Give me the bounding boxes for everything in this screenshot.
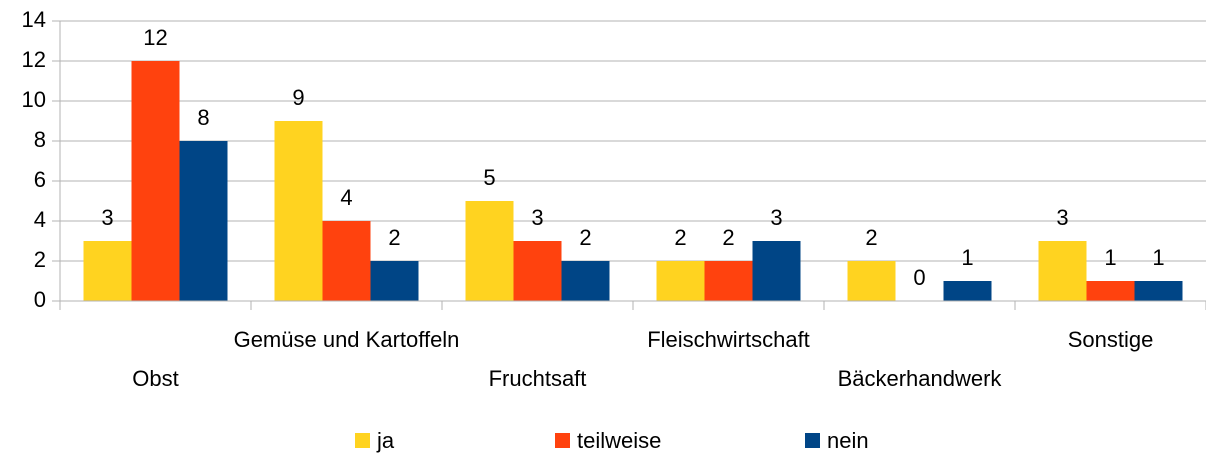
bar (465, 201, 514, 301)
bar (131, 61, 180, 301)
value-label: 2 (388, 225, 400, 250)
x-tick-label: Bäckerhandwerk (838, 366, 1003, 391)
y-tick-label: 10 (22, 87, 46, 112)
bar (943, 281, 992, 301)
x-tick-label: Gemüse und Kartoffeln (234, 327, 460, 352)
bar (1086, 281, 1135, 301)
bar (1134, 281, 1183, 301)
bar (561, 261, 610, 301)
bar (370, 261, 419, 301)
x-tick-label: Fruchtsaft (489, 366, 587, 391)
y-tick-label: 6 (34, 167, 46, 192)
legend-label: nein (827, 428, 869, 453)
x-tick-label: Sonstige (1068, 327, 1154, 352)
value-label: 3 (531, 205, 543, 230)
legend-swatch (805, 433, 820, 448)
y-tick-label: 4 (34, 207, 46, 232)
value-label: 2 (722, 225, 734, 250)
legend-label: teilweise (577, 428, 661, 453)
bar (752, 241, 801, 301)
value-label: 2 (865, 225, 877, 250)
y-tick-label: 2 (34, 247, 46, 272)
legend-swatch (555, 433, 570, 448)
value-label: 1 (961, 245, 973, 270)
y-tick-label: 8 (34, 127, 46, 152)
x-tick-label: Fleischwirtschaft (647, 327, 810, 352)
value-label: 9 (292, 85, 304, 110)
bar (656, 261, 705, 301)
bar (847, 261, 896, 301)
value-label: 12 (143, 25, 167, 50)
value-label: 1 (1152, 245, 1164, 270)
x-tick-label: Obst (132, 366, 178, 391)
value-label: 3 (1056, 205, 1068, 230)
bar (513, 241, 562, 301)
value-label: 0 (913, 265, 925, 290)
value-label: 2 (674, 225, 686, 250)
y-tick-label: 0 (34, 287, 46, 312)
value-label: 3 (101, 205, 113, 230)
value-label: 4 (340, 185, 352, 210)
bar (322, 221, 371, 301)
bar (704, 261, 753, 301)
bar (1038, 241, 1087, 301)
value-label: 1 (1104, 245, 1116, 270)
legend-swatch (355, 433, 370, 448)
legend-label: ja (376, 428, 395, 453)
value-label: 8 (197, 105, 209, 130)
bar (83, 241, 132, 301)
value-label: 5 (483, 165, 495, 190)
y-tick-label: 14 (22, 7, 46, 32)
bar (179, 141, 228, 301)
bar (274, 121, 323, 301)
value-label: 2 (579, 225, 591, 250)
y-tick-label: 12 (22, 47, 46, 72)
value-label: 3 (770, 205, 782, 230)
